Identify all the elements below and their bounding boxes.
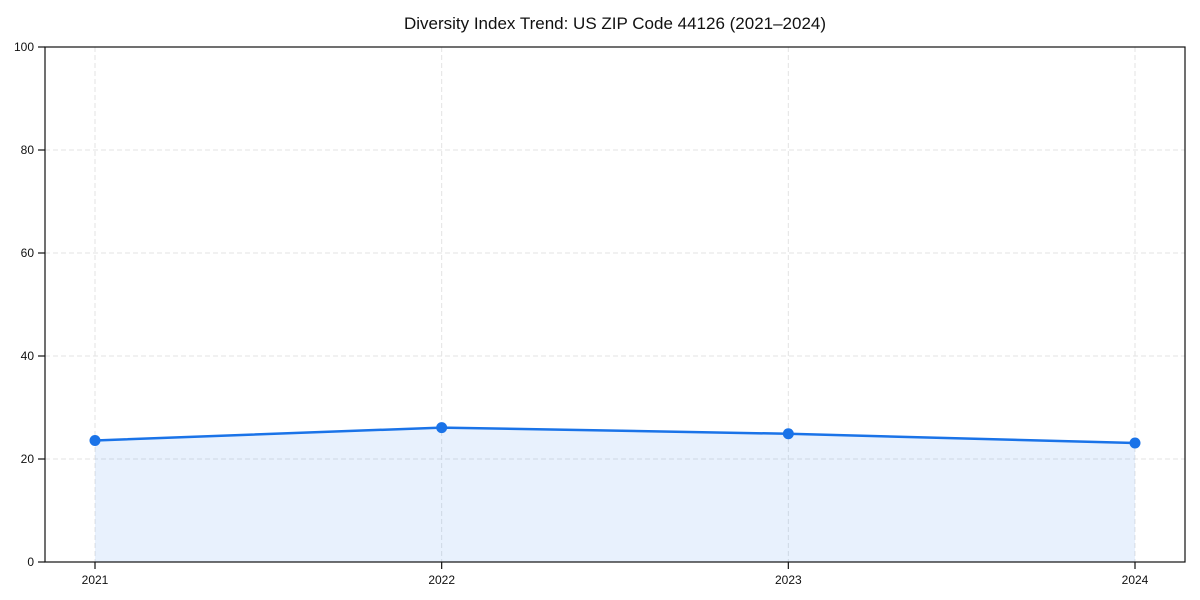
- series-layer: [89, 422, 1141, 562]
- x-tick-label: 2021: [82, 573, 109, 587]
- data-point: [89, 434, 101, 446]
- data-point: [782, 428, 794, 440]
- y-tick-label: 100: [14, 40, 34, 54]
- chart-title: Diversity Index Trend: US ZIP Code 44126…: [404, 14, 826, 33]
- x-tick-label: 2022: [428, 573, 455, 587]
- tick-labels-layer: 0 20 40 60 80 100 2021 2022 2023 2024: [14, 40, 1149, 587]
- data-point: [1129, 437, 1141, 449]
- x-tick-label: 2023: [775, 573, 802, 587]
- y-tick-label: 60: [21, 246, 35, 260]
- y-tick-label: 80: [21, 143, 35, 157]
- data-point: [436, 422, 448, 434]
- plot-border: [44, 46, 1186, 563]
- area-fill: [95, 427, 1135, 562]
- gridlines-layer: [45, 47, 1185, 562]
- trend-line: [93, 426, 1137, 445]
- x-tick-label: 2024: [1122, 573, 1149, 587]
- y-tick-label: 0: [27, 555, 34, 569]
- y-tick-label: 40: [21, 349, 35, 363]
- y-tick-label: 20: [21, 452, 35, 466]
- axes-layer: [38, 46, 1186, 569]
